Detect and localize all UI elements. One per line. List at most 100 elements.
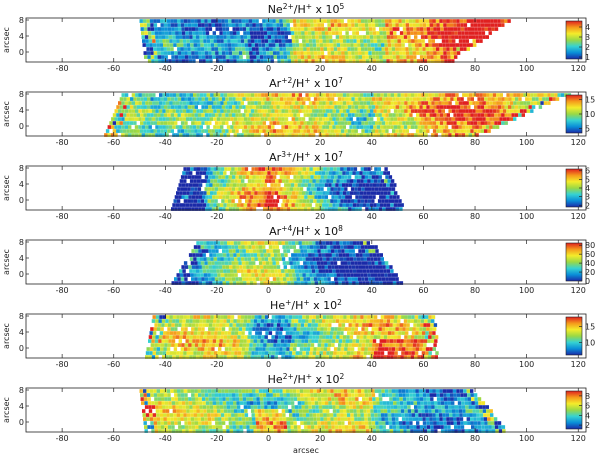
heatmap-cell xyxy=(387,273,392,277)
panel-title-superscript: 7 xyxy=(338,150,343,159)
heatmap-cell xyxy=(163,43,167,47)
heatmap-cell xyxy=(370,273,374,277)
y-axis-label: arcsec xyxy=(2,27,11,53)
heatmap-cell xyxy=(286,105,290,109)
heatmap-cell xyxy=(359,191,364,195)
panel-title-text: Ar xyxy=(269,225,282,238)
heatmap-cell xyxy=(253,55,257,59)
heatmap-cell xyxy=(189,117,193,121)
heatmap-cell xyxy=(465,101,469,105)
heatmap-cell xyxy=(327,265,332,269)
heatmap-cell xyxy=(232,249,236,253)
heatmap-cell xyxy=(365,97,369,101)
heatmap-cell xyxy=(175,117,180,121)
heatmap-cell xyxy=(207,273,211,277)
heatmap-cell xyxy=(239,97,243,101)
heatmap-cell xyxy=(466,389,470,393)
heatmap-cell xyxy=(490,23,495,27)
heatmap-cell xyxy=(323,43,327,47)
heatmap-cell xyxy=(365,265,369,269)
heatmap-cell xyxy=(180,47,184,51)
heatmap-cell xyxy=(188,55,192,59)
heatmap-cell xyxy=(165,339,169,343)
heatmap-cell xyxy=(184,207,188,211)
heatmap-cell xyxy=(324,343,328,347)
heatmap-cell xyxy=(383,125,387,129)
heatmap-cell xyxy=(284,355,289,359)
heatmap-cell xyxy=(223,191,228,195)
heatmap-cell xyxy=(422,327,427,331)
heatmap-cell xyxy=(204,389,208,393)
heatmap-cell xyxy=(197,129,202,133)
heatmap-cell xyxy=(490,121,495,125)
heatmap-cell xyxy=(351,121,355,125)
heatmap-cell xyxy=(242,175,246,179)
heatmap-cell xyxy=(373,39,378,43)
heatmap-cell xyxy=(350,261,355,265)
heatmap-cell xyxy=(501,105,505,109)
heatmap-cell xyxy=(191,105,195,109)
heatmap-cell xyxy=(268,351,272,355)
heatmap-cell xyxy=(289,187,293,191)
heatmap-cell xyxy=(375,113,379,117)
heatmap-cell xyxy=(197,347,201,351)
heatmap-cell xyxy=(418,43,422,47)
heatmap-cell xyxy=(296,105,301,109)
heatmap-cell xyxy=(407,101,411,105)
heatmap-cell xyxy=(204,19,208,23)
heatmap-cell xyxy=(290,51,294,55)
heatmap-cell xyxy=(126,129,130,133)
heatmap-cell xyxy=(415,47,419,51)
heatmap-cell xyxy=(194,187,198,191)
heatmap-cell xyxy=(213,179,218,183)
heatmap-cell xyxy=(254,351,259,355)
heatmap-cell xyxy=(344,47,348,51)
heatmap-cell xyxy=(358,27,362,31)
heatmap-cell xyxy=(248,261,252,265)
heatmap-cell xyxy=(178,27,182,31)
heatmap-cell xyxy=(299,273,303,277)
heatmap-cell xyxy=(210,191,214,195)
heatmap-cell xyxy=(344,23,348,27)
heatmap-cell xyxy=(347,47,351,51)
heatmap-cell xyxy=(150,121,154,125)
heatmap-cell xyxy=(205,55,209,59)
heatmap-cell xyxy=(284,253,288,257)
heatmap-cell xyxy=(266,323,271,327)
heatmap-cell xyxy=(398,19,402,23)
heatmap-cell xyxy=(475,39,480,43)
heatmap-cell xyxy=(271,315,276,319)
heatmap-cell xyxy=(387,93,391,97)
heatmap-cell xyxy=(326,389,331,393)
heatmap-cell xyxy=(311,59,315,63)
heatmap-cell xyxy=(310,327,314,331)
heatmap-cell xyxy=(259,129,263,133)
heatmap-cell xyxy=(361,19,365,23)
heatmap-cell xyxy=(455,43,460,47)
heatmap-cell xyxy=(281,125,285,129)
heatmap-cell xyxy=(375,265,379,269)
heatmap-cell xyxy=(421,101,425,105)
heatmap-cell xyxy=(366,35,370,39)
panel-2: Ar+2/H+ x 107-80 -60 -40 -20 0 20 40 60 80 100 120… xyxy=(2,76,595,148)
heatmap-cell xyxy=(382,105,386,109)
heatmap-cell xyxy=(443,97,447,101)
heatmap-cell xyxy=(229,343,233,347)
heatmap-cell xyxy=(361,47,365,51)
heatmap-cell xyxy=(357,19,361,23)
heatmap-cell xyxy=(312,273,317,277)
heatmap-cell xyxy=(195,183,199,187)
heatmap-cell xyxy=(359,269,363,273)
heatmap-cell xyxy=(331,253,336,257)
heatmap-cell xyxy=(317,393,321,397)
heatmap-cell xyxy=(405,327,410,331)
heatmap-cell xyxy=(437,35,442,39)
heatmap-cell xyxy=(149,351,153,355)
heatmap-cell xyxy=(198,51,202,55)
heatmap-cell xyxy=(209,133,214,137)
heatmap-cell xyxy=(160,389,164,393)
heatmap-cell xyxy=(486,93,490,97)
heatmap-cell xyxy=(246,31,250,35)
heatmap-cell xyxy=(208,175,212,179)
heatmap-cell xyxy=(142,43,146,47)
